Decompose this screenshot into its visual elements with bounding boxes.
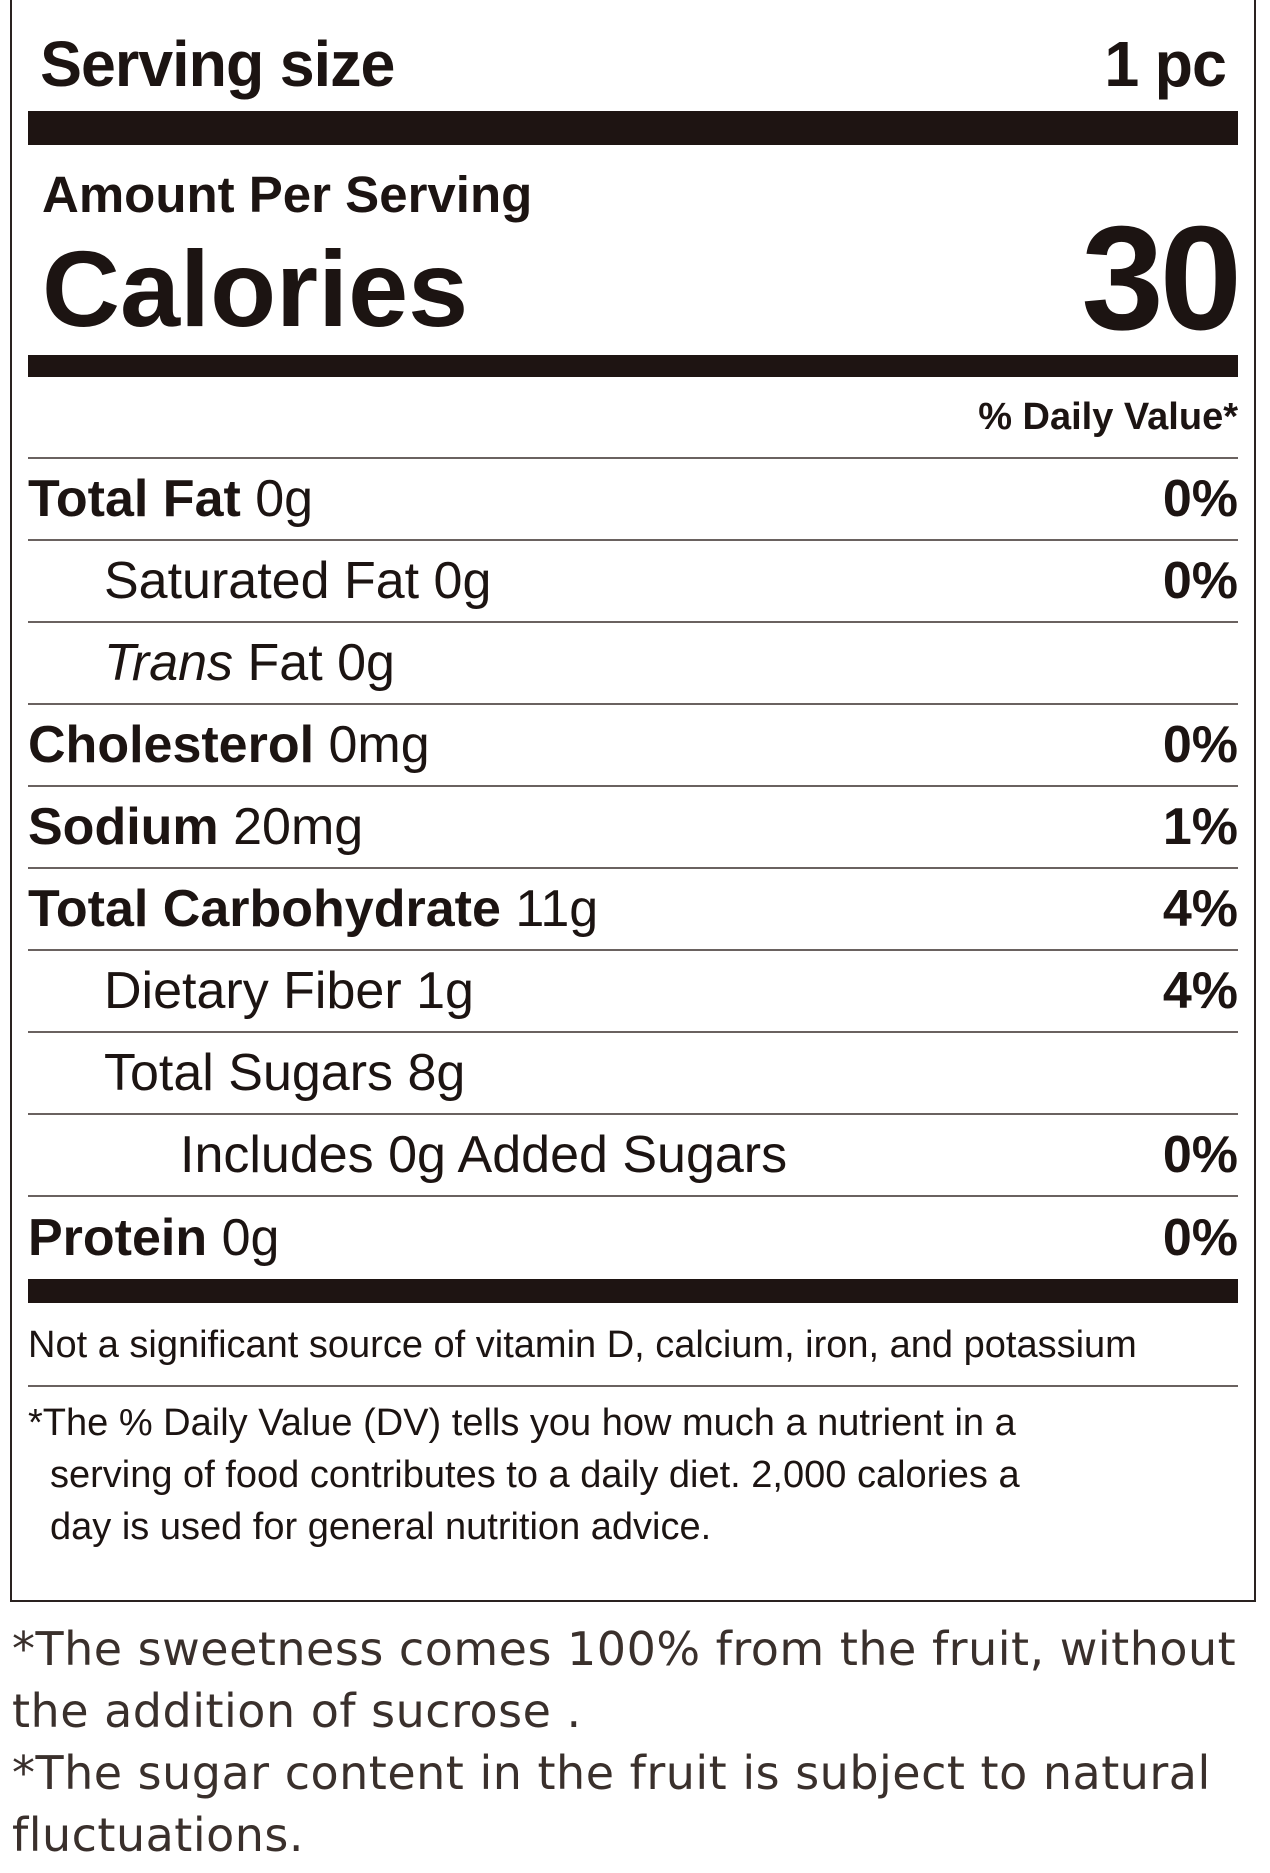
nutrient-amount: 0g (337, 634, 395, 692)
nutrient-amount: 0g (255, 470, 314, 528)
nutrient-row-protein: Protein 0g 0% (28, 1197, 1238, 1279)
nutrient-name: Sodium (28, 798, 219, 856)
nutrient-dv: 0% (1162, 552, 1238, 610)
serving-size-row: Serving size 1 pc (40, 0, 1227, 111)
footnote-line: *The % Daily Value (DV) tells you how mu… (28, 1402, 1016, 1444)
nutrient-name: Total Sugars (104, 1044, 394, 1102)
nutrition-facts-label: Serving size 1 pc Amount Per Serving Cal… (10, 0, 1256, 1602)
nutrient-row-total-sugars: Total Sugars 8g (28, 1033, 1238, 1115)
nutrient-name: Fat (247, 634, 323, 692)
nutrient-name: Saturated Fat (104, 552, 420, 610)
nutrient-dv: 1% (1162, 798, 1238, 856)
nutrient-name: Cholesterol (28, 716, 315, 774)
calories-row: Calories 30 (28, 205, 1242, 355)
divider-thick (28, 111, 1238, 145)
footnote-line: day is used for general nutrition advice… (50, 1506, 712, 1548)
nutrient-dv: 4% (1162, 962, 1238, 1020)
nutrient-row-saturated-fat: Saturated Fat 0g 0% (28, 541, 1238, 623)
serving-size-label: Serving size (40, 27, 395, 100)
divider-thick-bottom (28, 1279, 1238, 1303)
serving-size-value: 1 pc (1104, 27, 1227, 100)
daily-value-header: % Daily Value* (28, 377, 1238, 459)
calories-label: Calories (42, 228, 469, 349)
nutrient-name: Dietary Fiber (104, 962, 402, 1020)
nutrient-row-added-sugars: Includes 0g Added Sugars 0% (28, 1115, 1238, 1197)
nutrient-name-italic: Trans (104, 634, 234, 692)
nutrient-amount: 0mg (328, 716, 430, 774)
sweetness-note: *The sweetness comes 100% from the fruit… (12, 1622, 1237, 1738)
nutrient-name: Includes 0g Added Sugars (180, 1126, 788, 1184)
nutrient-dv: 4% (1162, 880, 1238, 938)
nutrient-row-total-carbohydrate: Total Carbohydrate 11g 4% (28, 869, 1238, 951)
nutrient-name: Total Fat (28, 470, 241, 528)
nutrient-row-trans-fat: Trans Fat 0g (28, 623, 1238, 705)
nutrient-dv: 0% (1162, 1126, 1238, 1184)
nutrient-amount: 0g (221, 1209, 280, 1267)
nutrient-amount: 20mg (233, 798, 364, 856)
nutrient-amount: 1g (416, 962, 474, 1020)
nutrient-amount: 0g (433, 552, 492, 610)
nutrient-row-cholesterol: Cholesterol 0mg 0% (28, 705, 1238, 787)
calories-value: 30 (1081, 196, 1242, 361)
amount-per-serving: Amount Per Serving (42, 166, 533, 223)
nutrient-row-sodium: Sodium 20mg 1% (28, 787, 1238, 869)
nutrient-dv: 0% (1162, 716, 1238, 774)
nutrient-amount: 11g (515, 880, 599, 938)
sugar-fluctuation-note: *The sugar content in the fruit is subje… (12, 1746, 1211, 1862)
nutrient-dv: 0% (1162, 470, 1238, 528)
nutrient-amount: 8g (407, 1044, 466, 1102)
product-notes: *The sweetness comes 100% from the fruit… (12, 1618, 1262, 1866)
nutrient-row-total-fat: Total Fat 0g 0% (28, 459, 1238, 541)
nutrient-name: Protein (28, 1209, 208, 1267)
nutrient-name: Total Carbohydrate (28, 880, 501, 938)
divider-medium (28, 355, 1238, 377)
footnote-line: serving of food contributes to a daily d… (50, 1454, 1020, 1496)
nutrient-dv: 0% (1162, 1209, 1238, 1267)
nutrient-row-dietary-fiber: Dietary Fiber 1g 4% (28, 951, 1238, 1033)
not-significant-note: Not a significant source of vitamin D, c… (28, 1303, 1238, 1387)
daily-value-footnote: *The % Daily Value (DV) tells you how mu… (28, 1387, 1238, 1553)
